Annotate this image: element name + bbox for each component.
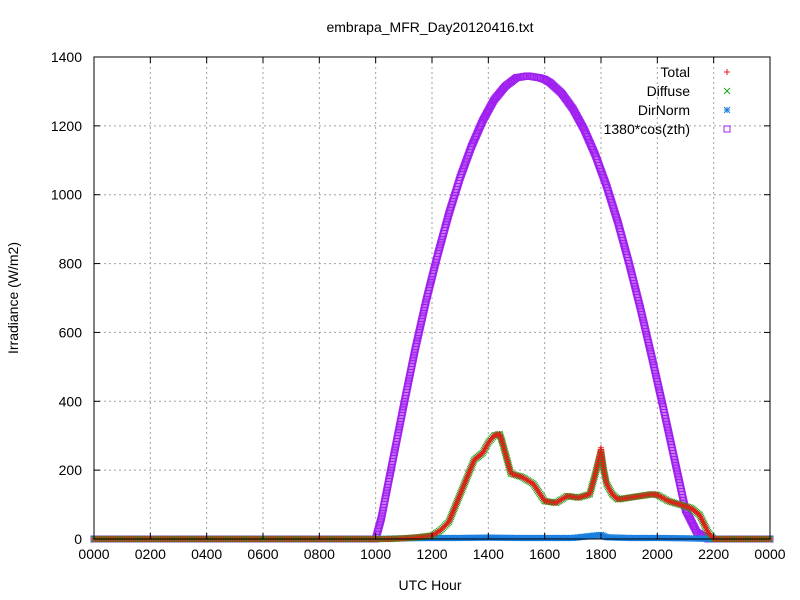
y-axis-title: Irradiance (W/m2) xyxy=(5,242,21,354)
x-tick-label: 0600 xyxy=(247,546,278,562)
chart-title: embrapa_MFR_Day20120416.txt xyxy=(326,19,533,35)
y-tick-label: 1200 xyxy=(51,118,82,134)
x-tick-label: 2200 xyxy=(698,546,729,562)
x-tick-label: 0000 xyxy=(754,546,785,562)
x-tick-label: 0000 xyxy=(78,546,109,562)
x-axis-title: UTC Hour xyxy=(398,577,461,593)
x-tick-label: 0800 xyxy=(304,546,335,562)
legend-marker xyxy=(723,106,731,114)
y-tick-label: 1400 xyxy=(51,49,82,65)
grid-lines xyxy=(94,57,770,539)
legend-label: DirNorm xyxy=(638,102,690,118)
x-tick-label: 1600 xyxy=(529,546,560,562)
legend: Total Diffuse DirNorm 1380*cos(zth) xyxy=(604,64,731,137)
legend-label: Total xyxy=(660,64,690,80)
y-axis-ticks: 0 200 400 600 800 1000 1200 1400 xyxy=(51,49,770,547)
x-tick-label: 1400 xyxy=(473,546,504,562)
legend-label: Diffuse xyxy=(647,83,691,99)
y-tick-label: 200 xyxy=(59,462,83,478)
y-tick-label: 0 xyxy=(74,531,82,547)
legend-label: 1380*cos(zth) xyxy=(604,121,690,137)
legend-marker xyxy=(723,87,731,95)
y-tick-label: 600 xyxy=(59,324,83,340)
legend-marker xyxy=(723,125,731,133)
data-point xyxy=(709,534,716,541)
x-tick-label: 0400 xyxy=(191,546,222,562)
x-tick-label: 1800 xyxy=(585,546,616,562)
y-tick-label: 800 xyxy=(59,256,83,272)
x-tick-label: 1000 xyxy=(360,546,391,562)
y-tick-label: 400 xyxy=(59,393,83,409)
x-axis-ticks: 0000 0200 0400 0600 0800 1000 1200 1400 1600 1800… xyxy=(78,57,786,562)
data-point xyxy=(664,497,671,504)
y-tick-label: 1000 xyxy=(51,187,82,203)
x-tick-label: 0200 xyxy=(135,546,166,562)
data-point xyxy=(613,495,620,502)
legend-marker xyxy=(724,69,730,75)
x-tick-label: 2000 xyxy=(642,546,673,562)
x-tick-label: 1200 xyxy=(416,546,447,562)
